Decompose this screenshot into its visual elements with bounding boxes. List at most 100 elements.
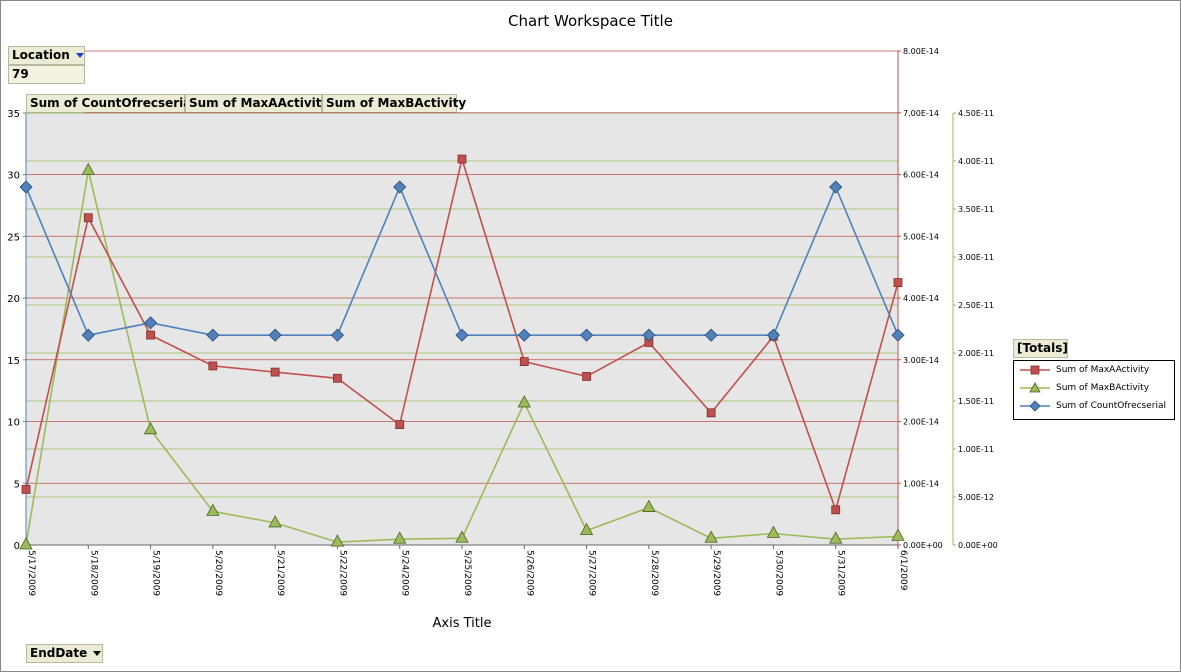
primary-y-tick-label: 35 [7, 109, 20, 120]
x-tick-label: 5/21/2009 [275, 550, 285, 596]
data-point-triangle [19, 537, 33, 550]
legend-title: [Totals] [1013, 339, 1068, 358]
legend-label-count: Sum of CountOfrecserial [1056, 401, 1166, 411]
data-point-diamond [393, 180, 407, 194]
data-point-diamond [517, 328, 531, 342]
diamond-marker-icon [1020, 400, 1050, 412]
data-point-triangle [393, 531, 407, 544]
data-point-square [457, 154, 467, 164]
chart-title: Chart Workspace Title [508, 12, 673, 30]
enddate-category-button[interactable]: EndDate [26, 644, 103, 663]
data-point-triangle [517, 395, 531, 408]
secondary-y-tick-label: 4.00E-14 [903, 294, 939, 303]
x-tick-label: 6/1/2009 [898, 550, 908, 591]
legend-label-maxa: Sum of MaxAActivity [1056, 365, 1150, 375]
data-point-square [831, 505, 841, 515]
data-point-diamond [766, 328, 780, 342]
data-point-diamond [81, 328, 95, 342]
secondary-y-tick-label: 6.00E-14 [903, 171, 939, 180]
tertiary-y-tick-label: 3.00E-11 [958, 253, 994, 262]
primary-y-tick-label: 10 [7, 418, 20, 429]
data-point-diamond [206, 328, 220, 342]
dropdown-arrow-icon [75, 53, 84, 58]
tertiary-y-tick-label: 1.50E-11 [958, 397, 994, 406]
x-tick-label: 5/27/2009 [587, 550, 597, 596]
square-marker-icon [1020, 365, 1050, 375]
data-point-square [146, 330, 155, 340]
data-point-triangle [829, 531, 843, 544]
secondary-y-tick-label: 5.00E-14 [903, 232, 939, 241]
primary-y-tick-label: 20 [7, 294, 20, 305]
triangle-marker-icon [1020, 382, 1050, 393]
x-tick-label: 5/29/2009 [711, 550, 721, 596]
data-point-diamond [829, 180, 843, 194]
location-filter-value: 79 [8, 65, 85, 84]
data-point-square [208, 361, 218, 371]
data-point-square [270, 367, 280, 377]
secondary-y-tick-label: 7.00E-14 [903, 109, 939, 118]
location-filter-button[interactable]: Location [8, 46, 85, 65]
data-point-diamond [891, 328, 905, 342]
x-tick-label: 5/31/2009 [836, 550, 846, 596]
primary-y-tick-label: 15 [7, 356, 20, 367]
location-filter-label: Location [12, 48, 70, 62]
data-point-triangle [766, 525, 781, 538]
data-point-triangle [268, 515, 282, 528]
data-point-triangle [579, 522, 594, 535]
data-point-triangle [891, 528, 905, 541]
data-point-triangle [642, 499, 656, 512]
x-tick-label: 5/30/2009 [773, 550, 783, 596]
secondary-y-tick-label: 3.00E-14 [903, 356, 939, 365]
data-point-square [21, 485, 31, 494]
data-point-triangle [704, 530, 718, 543]
data-point-diamond [642, 328, 656, 342]
secondary-y-tick-label: 2.00E-14 [903, 418, 939, 427]
x-tick-label: 5/19/2009 [151, 550, 161, 596]
x-tick-label: 5/28/2009 [649, 550, 659, 596]
primary-y-tick-label: 25 [7, 232, 20, 243]
secondary-y-tick-label: 0.00E+00 [903, 541, 943, 550]
tertiary-y-tick-label: 4.00E-11 [958, 157, 994, 166]
data-point-diamond [268, 328, 282, 342]
enddate-label: EndDate [30, 646, 88, 660]
primary-y-tick-label: 30 [7, 171, 20, 182]
data-point-triangle [455, 530, 469, 543]
data-field-maxb[interactable]: Sum of MaxBActivity [322, 94, 466, 113]
data-point-square [893, 278, 903, 287]
x-tick-label: 5/22/2009 [337, 550, 347, 596]
tertiary-y-tick-label: 1.00E-11 [958, 445, 994, 454]
x-tick-label: 5/20/2009 [213, 550, 223, 596]
data-point-triangle [330, 534, 345, 547]
data-point-diamond [704, 328, 718, 342]
x-axis-title: Axis Title [433, 616, 492, 631]
tertiary-y-tick-label: 2.00E-11 [958, 349, 994, 358]
data-point-diamond [580, 328, 594, 342]
x-tick-label: 5/24/2009 [400, 550, 410, 596]
tertiary-y-tick-label: 0.00E+00 [958, 541, 998, 550]
data-point-square [582, 372, 591, 381]
x-tick-label: 5/18/2009 [88, 550, 98, 596]
primary-y-tick-label: 5 [14, 479, 20, 490]
legend: Sum of MaxAActivity Sum of MaxBActivity … [1013, 360, 1175, 420]
legend-label-maxb: Sum of MaxBActivity [1056, 383, 1150, 393]
data-point-square [706, 408, 716, 418]
tertiary-y-tick-label: 5.00E-12 [958, 493, 994, 502]
data-point-square [333, 373, 342, 383]
data-point-triangle [143, 421, 158, 435]
data-point-diamond [455, 328, 469, 342]
tertiary-y-tick-label: 2.50E-11 [958, 301, 994, 310]
data-point-diamond [330, 328, 344, 342]
tertiary-y-tick-label: 4.50E-11 [958, 109, 994, 118]
data-point-square [83, 213, 93, 223]
x-tick-label: 5/25/2009 [462, 550, 472, 596]
data-point-square [519, 357, 529, 367]
data-point-triangle [206, 503, 220, 516]
data-point-diamond [19, 180, 33, 194]
tertiary-y-tick-label: 3.50E-11 [958, 205, 994, 214]
data-point-square [395, 420, 405, 429]
x-tick-label: 5/17/2009 [26, 550, 36, 596]
x-tick-label: 5/26/2009 [524, 550, 534, 596]
data-point-diamond [144, 316, 158, 330]
dropdown-arrow-icon [93, 651, 102, 656]
